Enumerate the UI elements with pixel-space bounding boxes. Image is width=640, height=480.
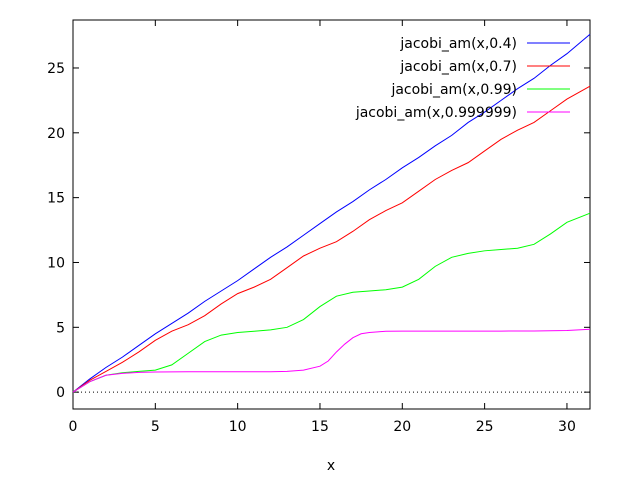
x-tick-label: 30: [558, 419, 576, 435]
x-tick-label: 15: [311, 419, 329, 435]
x-axis-label: x: [327, 458, 335, 474]
legend: jacobi_am(x,0.4) jacobi_am(x,0.7) jacobi_a…: [355, 36, 570, 121]
series-line: [72, 212, 591, 393]
x-tick-label: 25: [476, 419, 494, 435]
x-tick-label: 20: [393, 419, 411, 435]
legend-label: jacobi_am(x,0.7): [399, 59, 517, 75]
x-tick-label: 5: [151, 419, 160, 435]
x-tick-label: 0: [69, 419, 78, 435]
y-tick-label: 15: [47, 191, 65, 207]
axis-ticks: 0 5 10 15 20 25 30 0 5 10 15 20 25: [47, 20, 590, 435]
y-tick-label: 5: [56, 320, 65, 336]
series-lines: [72, 33, 591, 393]
y-tick-label: 10: [47, 255, 65, 271]
series-line: [72, 85, 591, 393]
y-tick-label: 25: [47, 61, 65, 77]
series-line: [72, 328, 591, 393]
legend-label: jacobi_am(x,0.999999): [355, 105, 517, 121]
y-tick-label: 20: [47, 126, 65, 142]
x-tick-label: 10: [229, 419, 247, 435]
series-line: [72, 33, 591, 393]
plot-frame: [72, 19, 591, 410]
y-tick-label: 0: [56, 385, 65, 401]
legend-label: jacobi_am(x,0.99): [390, 82, 517, 98]
legend-label: jacobi_am(x,0.4): [399, 36, 517, 52]
